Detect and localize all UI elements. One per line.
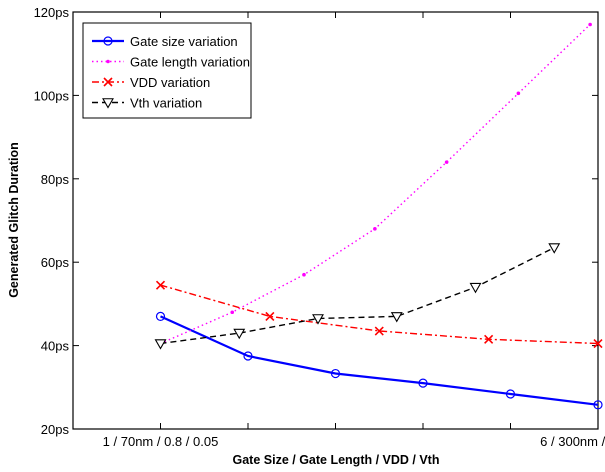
series-gate-length-variation	[158, 22, 592, 346]
x-tick-label: 1 / 70nm / 0.8 / 0.05	[103, 434, 219, 449]
x-axis-label: Gate Size / Gate Length / VDD / Vth	[233, 453, 440, 467]
x-axis-ticks: 1 / 70nm / 0.8 / 0.05 6 / 300nm / 1.4 / 0…	[72, 12, 605, 449]
data-point	[233, 328, 246, 340]
data-point	[312, 314, 324, 325]
data-point	[374, 326, 384, 336]
y-axis-label: Generated Glitch Duration	[7, 142, 21, 298]
data-point	[373, 227, 377, 231]
data-point	[106, 59, 110, 64]
series-gate-size-variation	[155, 311, 603, 410]
series-line	[160, 315, 599, 406]
y-tick-label: 60ps	[41, 255, 70, 270]
series-layer	[154, 22, 603, 410]
legend-item: Gate length variation	[92, 55, 250, 70]
x-tick-label: 6 / 300nm / 1.4 / 0.4	[540, 434, 605, 449]
legend-item: VDD variation	[92, 75, 210, 90]
data-point	[516, 91, 521, 96]
data-point	[102, 98, 114, 109]
legend-label: VDD variation	[130, 75, 210, 90]
data-point	[243, 351, 253, 361]
y-tick-label: 80ps	[41, 172, 70, 187]
data-point	[418, 378, 428, 388]
data-point	[390, 312, 403, 323]
data-point	[484, 334, 494, 344]
y-tick-label: 100ps	[34, 88, 70, 103]
series-vdd-variation	[155, 280, 603, 349]
legend-label: Gate size variation	[130, 34, 238, 49]
y-tick-label: 20ps	[41, 422, 70, 437]
data-point	[230, 310, 235, 315]
legend-label: Vth variation	[130, 96, 202, 111]
series-line	[160, 284, 599, 345]
data-point	[593, 338, 603, 349]
data-point	[330, 368, 341, 379]
y-tick-label: 40ps	[41, 339, 70, 354]
data-point	[265, 311, 275, 321]
legend: Gate size variation Gate length variation…	[82, 22, 252, 119]
data-point	[103, 77, 113, 87]
data-point	[155, 311, 166, 322]
data-point	[505, 389, 516, 399]
data-point	[593, 400, 603, 410]
data-point	[155, 280, 166, 290]
series-vth-variation	[154, 243, 561, 350]
y-axis-ticks: 20ps 40ps 60ps 80ps 100ps 120ps	[34, 5, 598, 437]
data-point	[302, 272, 306, 277]
data-point	[469, 282, 482, 294]
y-tick-label: 120ps	[34, 5, 70, 20]
legend-label: Gate length variation	[130, 55, 250, 70]
legend-item: Vth variation	[92, 96, 202, 111]
data-point	[103, 36, 113, 46]
data-point	[548, 243, 561, 254]
legend-item: Gate size variation	[92, 34, 238, 49]
data-point	[444, 160, 449, 164]
data-point	[588, 22, 592, 27]
data-point	[154, 339, 167, 350]
